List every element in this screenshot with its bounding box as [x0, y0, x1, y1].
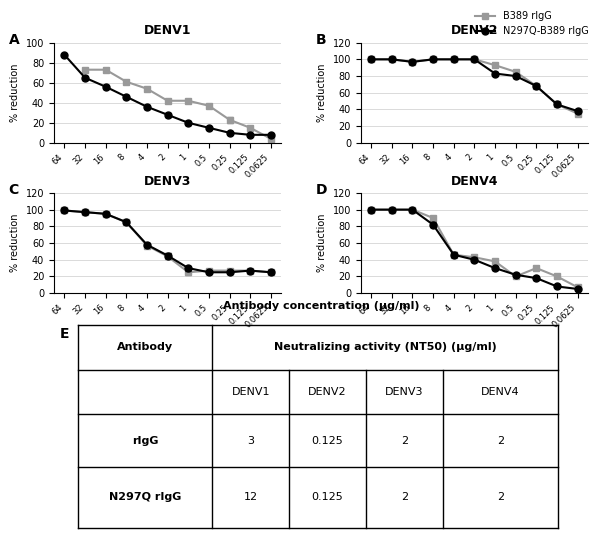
Y-axis label: % reduction: % reduction [317, 214, 327, 272]
Text: D: D [316, 183, 327, 197]
Title: DENV1: DENV1 [144, 25, 191, 37]
Text: rIgG: rIgG [132, 435, 158, 446]
Text: N297Q rIgG: N297Q rIgG [109, 492, 181, 502]
Text: B: B [316, 33, 326, 46]
Text: 12: 12 [244, 492, 258, 502]
Y-axis label: % reduction: % reduction [317, 63, 327, 122]
Text: Neutralizing activity (NT50) (μg/ml): Neutralizing activity (NT50) (μg/ml) [274, 342, 497, 352]
Text: DENV2: DENV2 [308, 387, 347, 397]
Text: Antibody: Antibody [117, 342, 173, 352]
Text: 2: 2 [401, 435, 408, 446]
Y-axis label: % reduction: % reduction [10, 63, 20, 122]
Text: 3: 3 [247, 435, 254, 446]
Text: 2: 2 [497, 492, 504, 502]
Text: Antibody concentration (μg/ml): Antibody concentration (μg/ml) [223, 301, 419, 311]
Title: DENV2: DENV2 [451, 25, 498, 37]
Text: C: C [8, 183, 19, 197]
Text: DENV1: DENV1 [232, 387, 270, 397]
Text: 2: 2 [401, 492, 408, 502]
Text: DENV4: DENV4 [481, 387, 520, 397]
Text: 2: 2 [497, 435, 504, 446]
Title: DENV4: DENV4 [451, 175, 498, 188]
Text: DENV3: DENV3 [385, 387, 424, 397]
Text: 0.125: 0.125 [312, 492, 343, 502]
Title: DENV3: DENV3 [144, 175, 191, 188]
Text: A: A [8, 33, 19, 46]
Text: 0.125: 0.125 [312, 435, 343, 446]
Y-axis label: % reduction: % reduction [10, 214, 20, 272]
Text: E: E [60, 327, 70, 342]
Legend: B389 rIgG, N297Q-B389 rIgG: B389 rIgG, N297Q-B389 rIgG [472, 7, 592, 40]
